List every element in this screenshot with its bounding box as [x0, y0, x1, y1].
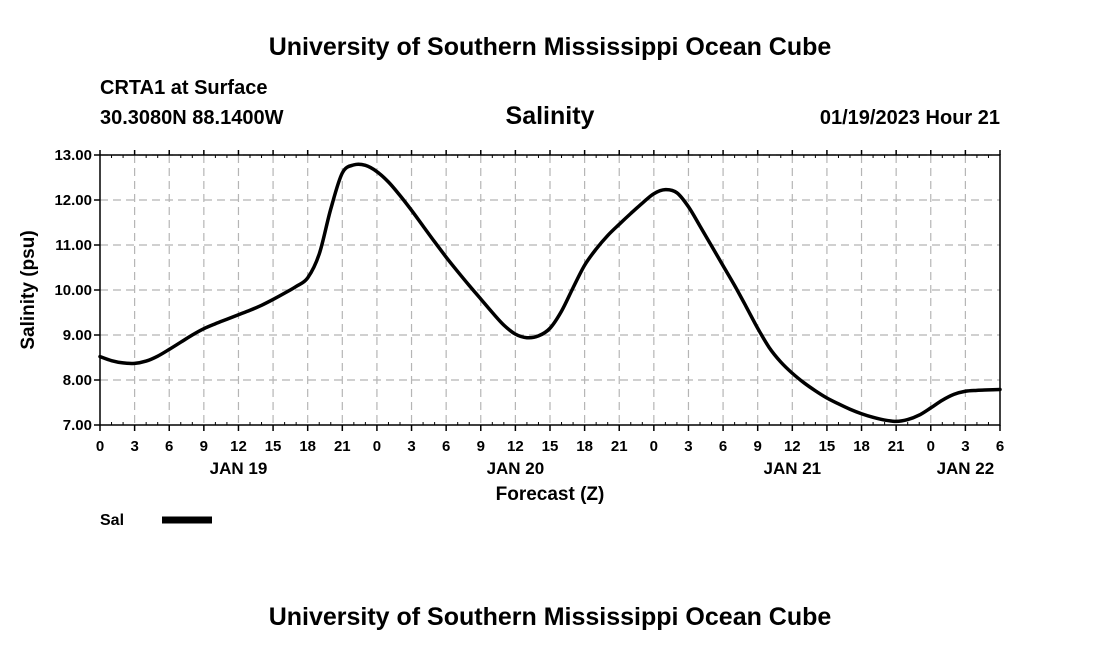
x-tick-label: 9	[200, 438, 208, 455]
x-tick-label: 3	[684, 438, 692, 455]
chart-title: Salinity	[506, 102, 595, 130]
x-tick-label: 21	[611, 438, 628, 455]
series-line-sal	[98, 162, 1002, 424]
x-tick-label: 21	[334, 438, 351, 455]
x-axis-ticks: 0 3 6 9 12 15 18 21 0 3 6 9 12 15 18 21 0 3 6 9 12 15 18 21 0 3 6	[96, 150, 1004, 455]
forecast-datetime: 01/19/2023 Hour 21	[820, 107, 1000, 129]
x-tick-label: 12	[507, 438, 524, 455]
y-tick-label: 13.00	[54, 147, 92, 164]
day-label: JAN 19	[210, 459, 268, 478]
x-tick-label: 0	[927, 438, 935, 455]
x-tick-label: 0	[650, 438, 658, 455]
x-tick-label: 9	[754, 438, 762, 455]
x-tick-label: 15	[265, 438, 282, 455]
station-label: CRTA1 at Surface	[100, 77, 267, 99]
x-tick-label: 15	[542, 438, 559, 455]
x-tick-label: 6	[996, 438, 1004, 455]
x-tick-label: 18	[853, 438, 870, 455]
y-tick-label: 10.00	[54, 282, 92, 299]
x-tick-label: 3	[961, 438, 969, 455]
footer-title: University of Southern Mississippi Ocean…	[269, 603, 832, 631]
x-tick-label: 6	[719, 438, 727, 455]
x-tick-label: 3	[130, 438, 138, 455]
x-tick-label: 6	[165, 438, 173, 455]
legend-label-sal: Sal	[100, 512, 124, 529]
y-tick-label: 7.00	[63, 417, 92, 434]
y-tick-label: 12.00	[54, 192, 92, 209]
day-label: JAN 20	[487, 459, 545, 478]
y-tick-label: 11.00	[55, 237, 92, 254]
x-tick-label: 12	[230, 438, 247, 455]
coordinates-label: 30.3080N 88.1400W	[100, 107, 284, 129]
y-axis-ticks: 7.00 8.00 9.00 10.00 11.00 12.00 13.00	[54, 147, 100, 434]
grid-lines	[100, 154, 1000, 425]
x-tick-label: 21	[888, 438, 905, 455]
x-tick-label: 18	[299, 438, 316, 455]
x-tick-label: 15	[819, 438, 836, 455]
y-axis-label: Salinity (psu)	[18, 230, 39, 349]
page-title: University of Southern Mississippi Ocean…	[269, 33, 832, 61]
x-tick-label: 12	[784, 438, 801, 455]
y-tick-label: 9.00	[63, 327, 92, 344]
day-labels: JAN 19 JAN 20 JAN 21 JAN 22	[210, 459, 995, 478]
x-tick-label: 9	[477, 438, 485, 455]
day-label: JAN 21	[763, 459, 821, 478]
x-tick-label: 0	[96, 438, 104, 455]
y-tick-label: 8.00	[63, 372, 92, 389]
x-tick-label: 18	[576, 438, 593, 455]
day-label: JAN 22	[937, 459, 995, 478]
x-axis-label: Forecast (Z)	[496, 484, 605, 505]
x-tick-label: 3	[407, 438, 415, 455]
x-tick-label: 0	[373, 438, 381, 455]
x-tick-label: 6	[442, 438, 450, 455]
